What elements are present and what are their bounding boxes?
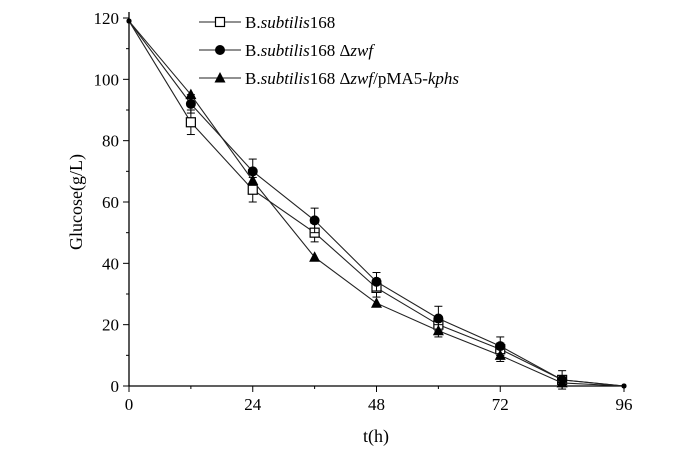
data-point bbox=[371, 297, 382, 308]
series-2 bbox=[126, 18, 627, 390]
series-3 bbox=[126, 18, 627, 389]
legend: B.subtilis168 B.subtilis168 Δzwf B.subtili… bbox=[199, 13, 459, 88]
data-point bbox=[433, 313, 444, 324]
x-tick-label: 0 bbox=[125, 395, 134, 414]
x-tick-label: 48 bbox=[368, 395, 385, 414]
y-tick-label: 100 bbox=[94, 70, 120, 89]
data-point bbox=[185, 117, 196, 128]
y-tick-label: 120 bbox=[94, 9, 120, 28]
y-tick-label: 0 bbox=[111, 377, 120, 396]
data-point bbox=[495, 341, 506, 352]
legend-item-1: B.subtilis168 bbox=[199, 13, 335, 32]
y-tick-label: 60 bbox=[102, 193, 119, 212]
y-tick-label: 40 bbox=[102, 254, 119, 273]
x-axis-title: t(h) bbox=[363, 426, 389, 447]
x-tick-label: 96 bbox=[616, 395, 633, 414]
y-axis-title: Glucose(g/L) bbox=[66, 154, 87, 250]
data-point-endpoint bbox=[126, 18, 132, 24]
legend-label: B.subtilis168 Δzwf/pMA5-kphs bbox=[245, 69, 459, 88]
x-tick-label: 72 bbox=[492, 395, 509, 414]
legend-swatch-marker bbox=[215, 45, 225, 55]
data-point bbox=[494, 349, 506, 360]
data-point bbox=[247, 184, 258, 195]
legend-item-2: B.subtilis168 Δzwf bbox=[199, 41, 375, 60]
data-point bbox=[247, 174, 259, 186]
plot-frame bbox=[128, 12, 626, 387]
series-layer bbox=[126, 18, 627, 390]
legend-label: B.subtilis168 Δzwf bbox=[245, 41, 375, 60]
data-point bbox=[309, 251, 321, 262]
data-point bbox=[556, 376, 568, 388]
data-point bbox=[432, 324, 444, 336]
data-point bbox=[185, 98, 196, 109]
data-point-endpoint bbox=[621, 383, 627, 389]
legend-swatch-marker bbox=[214, 16, 226, 28]
axes: 0 24 48 72 96 0 20 40 60 80 100 120 bbox=[94, 9, 633, 414]
data-point bbox=[309, 215, 320, 226]
y-tick-label: 80 bbox=[102, 132, 119, 151]
y-tick-label: 20 bbox=[102, 316, 119, 335]
data-point bbox=[185, 88, 197, 100]
x-tick-label: 24 bbox=[244, 395, 262, 414]
legend-label: B.subtilis168 bbox=[245, 13, 335, 32]
data-point bbox=[371, 276, 382, 287]
data-point bbox=[247, 166, 258, 177]
legend-item-3: B.subtilis168 Δzwf/pMA5-kphs bbox=[199, 69, 459, 88]
legend-swatch-marker bbox=[214, 72, 226, 83]
